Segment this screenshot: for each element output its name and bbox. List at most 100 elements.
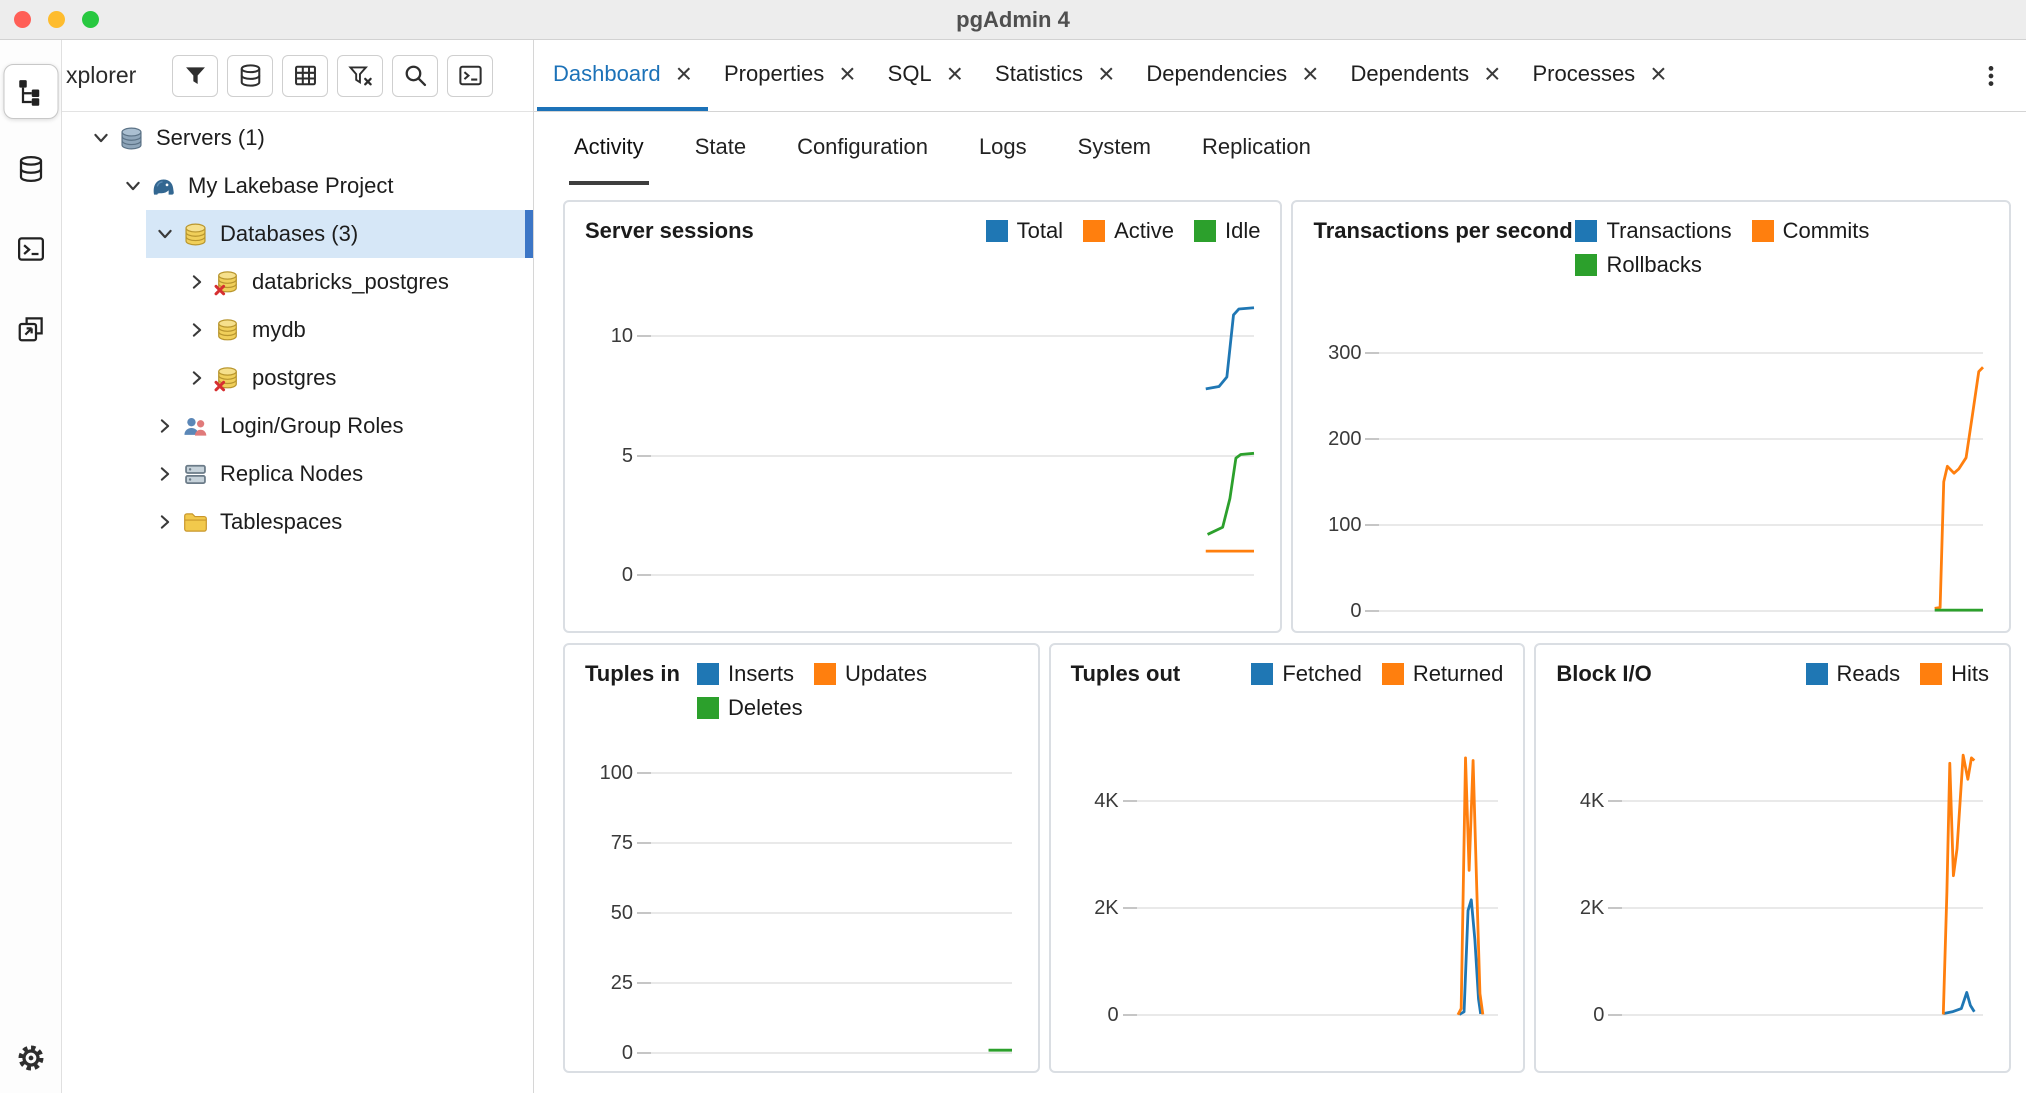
minimize-window-button[interactable] — [48, 11, 65, 28]
query-tool-icon[interactable] — [10, 148, 52, 190]
subtab-system[interactable]: System — [1077, 133, 1152, 159]
subtab-activity[interactable]: Activity — [569, 112, 649, 185]
tab-dependents[interactable]: Dependents × — [1334, 40, 1516, 111]
tree-item-postgres[interactable]: postgres — [62, 354, 533, 402]
close-window-button[interactable] — [14, 11, 31, 28]
close-tab-icon[interactable]: × — [839, 57, 856, 89]
chart-title: Transactions per second — [1313, 218, 1573, 243]
legend-label: Transactions — [1606, 218, 1732, 243]
y-tick-label: 200 — [1328, 427, 1362, 450]
legend-label: Active — [1114, 218, 1174, 243]
gridline — [1379, 523, 1984, 526]
gridline — [651, 574, 1254, 576]
gridline — [651, 772, 1012, 774]
gridline — [651, 842, 1012, 844]
filter-clear-button[interactable] — [337, 54, 383, 97]
legend-item-hits: Hits — [1920, 659, 1989, 689]
tab-bar: Dashboard × Properties × SQL × Statistic… — [534, 40, 2026, 112]
chevron-right-icon[interactable] — [150, 402, 180, 450]
close-tab-icon[interactable]: × — [1484, 57, 1501, 89]
y-tick-label: 0 — [1350, 600, 1362, 622]
y-tick-label: 4K — [1094, 789, 1119, 812]
legend-item-commits: Commits — [1751, 216, 1869, 246]
close-tab-icon[interactable]: × — [946, 57, 964, 89]
legend-swatch — [814, 663, 837, 685]
close-tab-icon[interactable]: × — [1302, 57, 1319, 89]
selection-indicator — [525, 210, 533, 258]
settings-gear-icon[interactable] — [10, 1037, 52, 1079]
close-tab-icon[interactable]: × — [675, 57, 692, 89]
legend-label: Updates — [845, 661, 927, 686]
legend-label: Fetched — [1282, 661, 1362, 686]
tree-item-servers[interactable]: Servers (1) — [62, 114, 533, 162]
tree-item-databricks-postgres[interactable]: databricks_postgres — [62, 258, 533, 306]
gridline — [651, 912, 1012, 914]
tab-label: Dependents — [1350, 60, 1470, 86]
chart-legend: Transactions Commits Rollbacks — [1575, 216, 1989, 280]
tuples-in-chart: 100 75 50 25 0 — [585, 731, 1018, 1064]
chevron-right-icon[interactable] — [182, 306, 212, 354]
y-tick-label: 5 — [621, 444, 633, 467]
legend-item-total: Total — [985, 216, 1064, 246]
tick-mark — [637, 454, 651, 457]
legend-label: Idle — [1225, 218, 1261, 243]
grid-view-button[interactable] — [282, 54, 328, 97]
tree-item-label: databricks_postgres — [252, 269, 449, 294]
chevron-down-icon[interactable] — [118, 162, 148, 210]
tick-mark — [1608, 906, 1623, 909]
block-io-chart: 4K 2K 0 — [1556, 715, 1989, 1026]
tree-item-label: My Lakebase Project — [188, 173, 394, 198]
psql-terminal-icon[interactable] — [10, 228, 52, 270]
sidebar-header: xplorer — [62, 40, 533, 112]
tab-sql[interactable]: SQL × — [872, 40, 979, 111]
chevron-right-icon[interactable] — [182, 258, 212, 306]
subtab-replication[interactable]: Replication — [1202, 133, 1311, 159]
tree-item-my-lakebase-project[interactable]: My Lakebase Project — [62, 162, 533, 210]
tick-mark — [637, 912, 651, 914]
chart-legend: Fetched Returned — [1251, 659, 1503, 699]
tree-item-label: Servers (1) — [156, 125, 265, 150]
chevron-down-icon[interactable] — [150, 210, 180, 258]
tree-item-login-group-roles[interactable]: Login/Group Roles — [62, 402, 533, 450]
tab-dependencies[interactable]: Dependencies × — [1130, 40, 1334, 111]
tab-statistics[interactable]: Statistics × — [979, 40, 1130, 111]
gridline — [1379, 351, 1984, 354]
chevron-right-icon[interactable] — [150, 498, 180, 546]
tree-item-replica-nodes[interactable]: Replica Nodes — [62, 450, 533, 498]
tick-mark — [1608, 1014, 1623, 1016]
search-button[interactable] — [392, 54, 438, 97]
tick-mark — [1122, 1014, 1137, 1016]
tab-dashboard[interactable]: Dashboard × — [537, 40, 708, 111]
tree-item-databases[interactable]: Databases (3) — [62, 210, 533, 258]
tab-properties[interactable]: Properties × — [708, 40, 872, 111]
gridline — [1622, 906, 1984, 909]
filter-button[interactable] — [172, 54, 218, 97]
subtab-state[interactable]: State — [694, 133, 747, 159]
server-group-icon — [116, 123, 146, 153]
chevron-down-icon[interactable] — [86, 114, 116, 162]
legend-label: Hits — [1951, 661, 1989, 686]
database-disconnected-icon — [212, 267, 242, 297]
gridline — [1622, 799, 1984, 802]
object-explorer-icon[interactable] — [3, 64, 58, 119]
legend-label: Reads — [1836, 661, 1901, 686]
subtab-logs[interactable]: Logs — [978, 133, 1027, 159]
kebab-menu-icon[interactable] — [1970, 40, 2012, 111]
tab-processes[interactable]: Processes × — [1516, 40, 1682, 111]
gridline — [1136, 906, 1498, 909]
chevron-right-icon[interactable] — [182, 354, 212, 402]
detach-window-icon[interactable] — [10, 308, 52, 350]
close-tab-icon[interactable]: × — [1098, 57, 1115, 89]
chevron-right-icon[interactable] — [150, 450, 180, 498]
gridline — [1622, 1014, 1984, 1016]
tree-item-mydb[interactable]: mydb — [62, 306, 533, 354]
close-tab-icon[interactable]: × — [1650, 57, 1667, 89]
legend-label: Total — [1016, 218, 1064, 243]
console-button[interactable] — [447, 54, 493, 97]
tick-mark — [637, 772, 651, 774]
tree-item-tablespaces[interactable]: Tablespaces — [62, 498, 533, 546]
subtab-configuration[interactable]: Configuration — [797, 133, 928, 159]
database-button[interactable] — [227, 54, 273, 97]
legend-swatch — [1194, 220, 1216, 242]
zoom-window-button[interactable] — [82, 11, 99, 28]
